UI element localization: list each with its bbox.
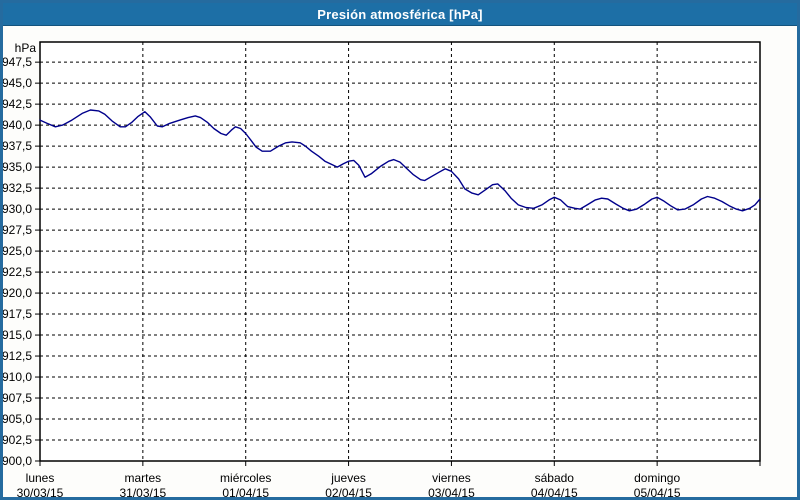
series-layer [39, 109, 761, 212]
date-label: 03/04/15 [428, 486, 475, 500]
y-tick-label: 907,5 [3, 391, 32, 405]
y-tick-label: 930,0 [3, 202, 32, 216]
date-label: 31/03/15 [119, 486, 166, 500]
y-tick-label: 942,5 [3, 97, 32, 111]
y-tick-label: 947,5 [3, 55, 32, 69]
y-tick-label: 932,5 [3, 181, 32, 195]
grid-layer [40, 42, 760, 461]
day-label: lunes [26, 471, 55, 485]
y-tick-label: 912,5 [3, 349, 32, 363]
label-layer: 947,5 945,0 942,5 940,0 937,5 935,0 932,5 930,0… [3, 55, 681, 500]
y-tick-label: 937,5 [3, 139, 32, 153]
y-tick-label: 925,0 [3, 244, 32, 258]
day-label: domingo [634, 471, 680, 485]
y-tick-label: 917,5 [3, 307, 32, 321]
y-tick-label: 910,0 [3, 370, 32, 384]
plot-frame [39, 41, 761, 462]
y-tick-label: 915,0 [3, 328, 32, 342]
y-axis-unit-label: hPa [15, 41, 37, 55]
y-tick-label: 935,0 [3, 160, 32, 174]
date-label: 04/04/15 [531, 486, 578, 500]
date-label: 01/04/15 [222, 486, 269, 500]
day-label: martes [125, 471, 162, 485]
y-tick-label: 905,0 [3, 412, 32, 426]
pressure-line [39, 109, 761, 212]
date-label: 02/04/15 [325, 486, 372, 500]
pressure-chart: 947,5 945,0 942,5 940,0 937,5 935,0 932,5 930,0… [3, 41, 761, 500]
y-tick-label: 922,5 [3, 265, 32, 279]
day-label: viernes [432, 471, 471, 485]
y-tick-label: 920,0 [3, 286, 32, 300]
day-label: miércoles [220, 471, 271, 485]
y-tick-label: 902,5 [3, 433, 32, 447]
y-tick-label: 945,0 [3, 76, 32, 90]
date-label: 30/03/15 [17, 486, 64, 500]
y-tick-label: 900,0 [3, 454, 32, 468]
day-label: jueves [330, 471, 366, 485]
chart-title: Presión atmosférica [hPa] [317, 6, 483, 22]
title-bar: Presión atmosférica [hPa] [3, 3, 797, 26]
axis-layer [35, 41, 761, 466]
date-label: 05/04/15 [634, 486, 681, 500]
y-tick-label: 927,5 [3, 223, 32, 237]
y-tick-label: 940,0 [3, 118, 32, 132]
day-label: sábado [535, 471, 575, 485]
